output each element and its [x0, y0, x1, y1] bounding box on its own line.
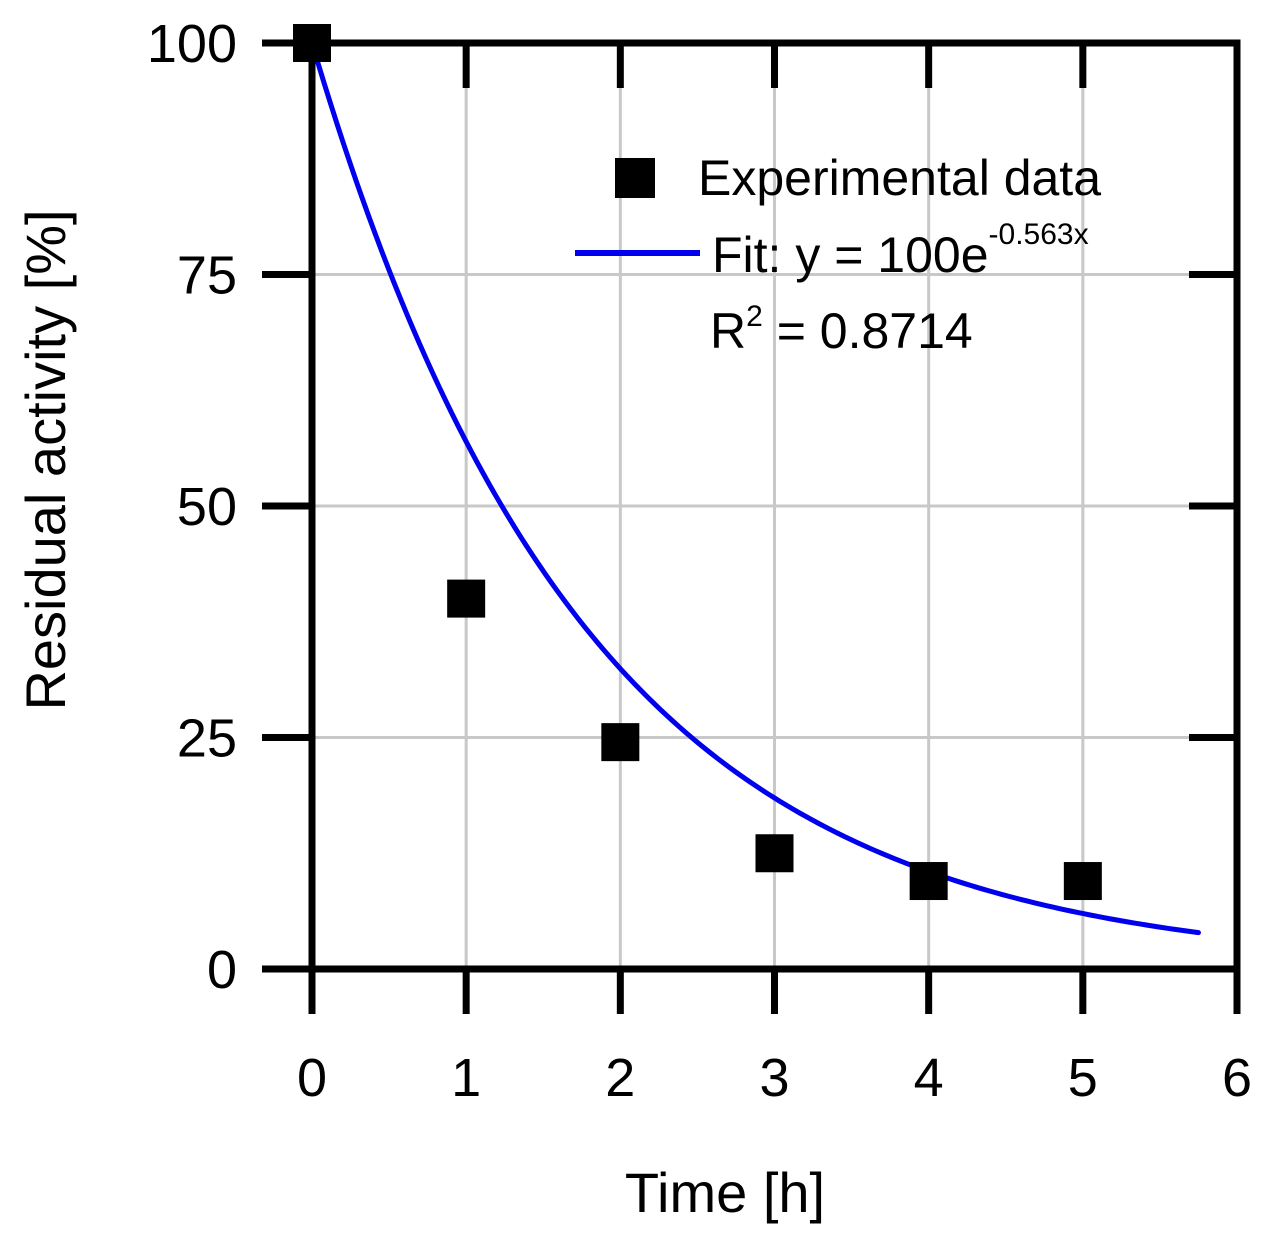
y-tick-label: 75 — [177, 246, 237, 306]
legend-fit-exponent: -0.563x — [989, 218, 1089, 251]
y-axis-title: Residual activity [%] — [14, 209, 77, 710]
x-tick-label: 5 — [1068, 1048, 1098, 1108]
legend-r2-prefix: R — [710, 303, 746, 359]
x-tick-label: 4 — [914, 1048, 944, 1108]
legend: Experimental data Fit: y = 100e-0.563x R… — [575, 150, 1101, 359]
x-tick-label: 3 — [759, 1048, 789, 1108]
legend-r2-value: = 0.8714 — [763, 303, 973, 359]
legend-r2-label: R2 = 0.8714 — [710, 300, 973, 359]
axis-ticks — [262, 39, 1241, 1014]
data-point — [1063, 862, 1102, 901]
y-tick-label: 50 — [177, 477, 237, 537]
data-points — [293, 24, 1102, 901]
x-tick-label: 0 — [297, 1048, 327, 1108]
fit-curve — [309, 40, 1201, 936]
y-tick-label: 100 — [147, 14, 237, 74]
data-point — [447, 579, 486, 618]
y-tick-label: 0 — [207, 940, 237, 1000]
legend-fit-label: Fit: y = 100e-0.563x — [712, 218, 1089, 283]
x-tick-label: 1 — [451, 1048, 481, 1108]
legend-fit-prefix: Fit: y = 100e — [712, 227, 989, 283]
x-axis-title: Time [h] — [625, 1161, 825, 1224]
x-tick-label: 2 — [605, 1048, 635, 1108]
fit-curve-layer — [309, 40, 1201, 936]
x-tick-label: 6 — [1222, 1048, 1252, 1108]
y-tick-label: 25 — [177, 709, 237, 769]
legend-r2-sup: 2 — [746, 300, 763, 333]
data-point — [755, 834, 794, 873]
legend-scatter-label: Experimental data — [698, 150, 1101, 206]
data-point — [601, 723, 640, 762]
legend-scatter-marker — [615, 158, 655, 198]
data-point — [909, 862, 948, 901]
tick-labels: 0 1 2 3 4 5 6 0 25 50 75 100 — [147, 14, 1252, 1108]
